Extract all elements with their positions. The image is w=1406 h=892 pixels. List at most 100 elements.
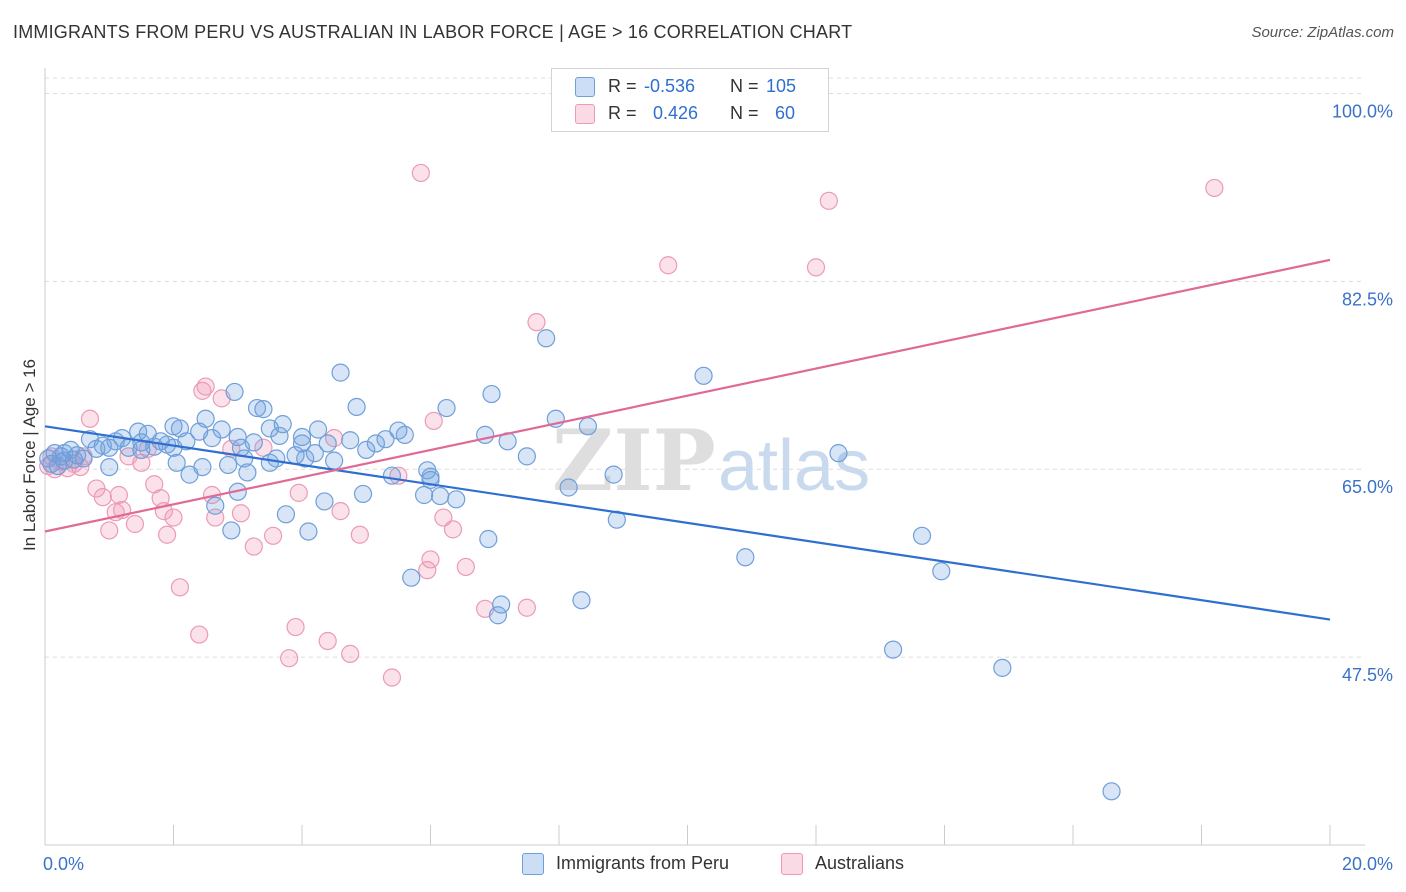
peru-n-label: N = — [730, 76, 759, 96]
australians-point — [254, 438, 273, 457]
peru-point — [74, 449, 93, 468]
peru-point — [222, 521, 241, 540]
peru-point — [482, 384, 501, 404]
peru-point — [437, 398, 456, 418]
australians-point — [80, 409, 100, 428]
peru-point — [212, 420, 231, 439]
y-tick-label: 47.5% — [1342, 665, 1393, 685]
x-tick-label-left: 0.0% — [43, 854, 84, 874]
peru-point — [537, 329, 556, 348]
peru-point — [132, 440, 151, 460]
peru-point — [488, 606, 508, 625]
australians-point — [170, 578, 190, 597]
peru-point — [382, 466, 402, 485]
peru-point — [572, 591, 591, 610]
peru-r-label: R = — [608, 76, 637, 96]
peru-point — [604, 465, 623, 484]
chart-source: Source: ZipAtlas.com — [1251, 24, 1394, 41]
peru-point — [254, 400, 273, 419]
australians-point — [434, 508, 453, 527]
aus-n-label: N = — [730, 103, 759, 123]
australians-point — [244, 537, 263, 556]
y-axis-title: In Labor Force | Age > 16 — [20, 359, 39, 551]
y-tick-label: 82.5% — [1342, 289, 1393, 309]
australians-point — [164, 508, 183, 527]
peru-n-value: 105 — [766, 76, 797, 96]
peru-point — [431, 486, 450, 506]
peru-point — [341, 431, 360, 450]
peru-point — [736, 548, 755, 567]
australians-point — [350, 525, 369, 544]
y-tick-label: 100.0% — [1332, 101, 1393, 121]
peru-point — [1102, 782, 1121, 801]
peru-r-value: -0.536 — [644, 76, 696, 96]
peru-point — [883, 640, 903, 659]
watermark-atlas: atlas — [718, 426, 870, 506]
peru-point — [196, 409, 215, 428]
aus-n-value: 60 — [775, 103, 796, 123]
aus-r-value: 0.426 — [653, 103, 699, 123]
chart-title: IMMIGRANTS FROM PERU VS AUSTRALIAN IN LA… — [13, 22, 853, 42]
peru-point — [299, 522, 318, 541]
australians-point — [424, 411, 443, 431]
australians-point — [443, 520, 463, 539]
peru-point — [315, 492, 334, 511]
peru-point — [228, 427, 247, 447]
peru-point — [578, 417, 598, 436]
peru-point — [447, 490, 466, 509]
australians-point — [527, 313, 546, 332]
peru-point — [100, 438, 119, 457]
australians-point — [289, 483, 308, 502]
australians-point — [125, 514, 145, 534]
australians-point — [157, 525, 177, 544]
aus-r-label: R = — [608, 103, 637, 123]
australians-point — [100, 521, 119, 540]
peru-point — [357, 440, 376, 460]
australians-point — [1205, 178, 1224, 198]
peru-point — [517, 447, 536, 466]
peru-point — [296, 449, 315, 468]
peru-point — [305, 444, 324, 463]
watermark-zip: ZIP — [552, 411, 716, 510]
peru-point — [225, 382, 244, 402]
y-tick-label: 65.0% — [1342, 477, 1393, 497]
peru-point — [479, 529, 498, 549]
australians-point — [318, 631, 337, 651]
stats-legend: R = -0.536 N = 105 R = 0.426 N = 60 — [551, 68, 829, 132]
peru-point — [219, 455, 238, 475]
australians-point — [231, 504, 251, 523]
peru-stats-swatch — [575, 77, 595, 97]
peru-point — [100, 457, 119, 477]
peru-point — [167, 453, 186, 472]
peru-point — [331, 363, 350, 382]
peru-point — [276, 505, 296, 524]
australians-points — [39, 163, 1224, 687]
peru-point — [366, 434, 385, 453]
australians-point — [819, 191, 838, 210]
grid-layer: 47.5% 65.0% 82.5% 100.0% — [45, 77, 1393, 685]
legend-label-aus: Australians — [815, 853, 905, 873]
peru-point — [912, 526, 932, 545]
peru-point — [492, 595, 511, 614]
peru-point — [414, 485, 434, 505]
australians-point — [341, 644, 360, 663]
australians-point — [411, 163, 430, 183]
peru-point — [270, 426, 289, 446]
peru-point — [559, 478, 578, 497]
peru-point — [193, 457, 212, 477]
peru-point — [376, 430, 395, 449]
peru-point — [347, 397, 366, 417]
australians-point — [806, 258, 826, 277]
peru-point — [273, 415, 292, 434]
australians-point — [93, 488, 112, 507]
aus-stats-swatch — [575, 104, 595, 124]
peru-point — [55, 444, 74, 463]
australians-point — [109, 485, 128, 505]
legend-label-peru: Immigrants from Peru — [556, 853, 730, 873]
peru-point — [395, 425, 414, 444]
axis-layer — [44, 68, 1365, 846]
peru-point — [292, 427, 312, 447]
peru-point — [402, 568, 421, 587]
peru-point — [308, 420, 328, 439]
